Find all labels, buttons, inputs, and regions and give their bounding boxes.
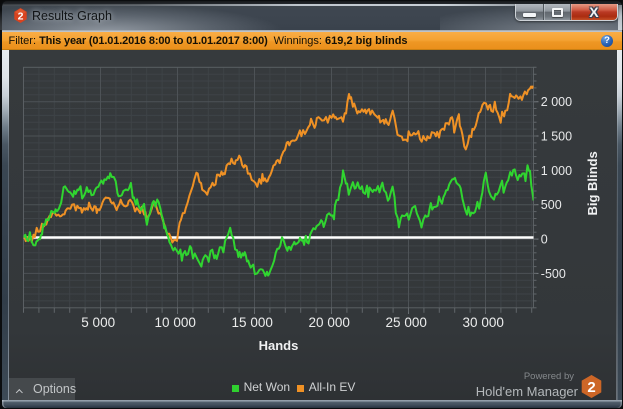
svg-text:1 500: 1 500 [541,130,572,144]
svg-text:30 000: 30 000 [463,315,504,330]
svg-text:10 000: 10 000 [155,315,196,330]
svg-text:500: 500 [541,198,562,212]
svg-text:20 000: 20 000 [309,315,350,330]
svg-text:0: 0 [541,233,548,247]
svg-text:-500: -500 [541,267,566,281]
svg-text:25 000: 25 000 [386,315,427,330]
svg-text:Big Blinds: Big Blinds [585,151,600,215]
svg-text:2 000: 2 000 [541,95,572,109]
svg-text:Hands: Hands [259,338,299,353]
svg-text:2: 2 [587,379,595,396]
svg-text:15 000: 15 000 [232,315,273,330]
svg-text:1 000: 1 000 [541,164,572,178]
svg-text:2: 2 [17,10,23,22]
svg-text:5 000: 5 000 [81,315,115,330]
